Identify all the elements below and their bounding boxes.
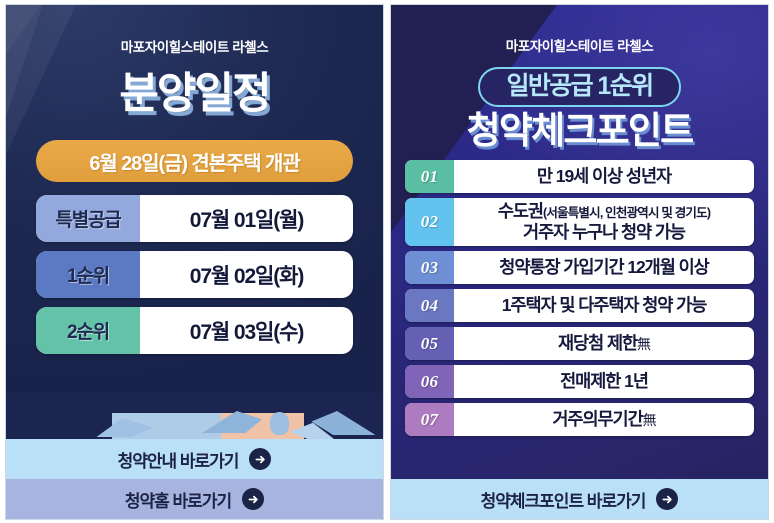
- list-item: 01 만 19세 이상 성년자: [405, 160, 754, 193]
- schedule-date-value: 07월 03일(수): [189, 320, 305, 344]
- arrow-right-circle-icon: [656, 488, 679, 510]
- decorative-illustration: [6, 393, 383, 439]
- list-item: 02 수도권 (서울특별시, 인천광역시 및 경기도) 거주자 누구나 청약 가능: [405, 198, 754, 246]
- arrow-right-circle-icon: [242, 488, 265, 510]
- checkpoint-panel-body: 마포자이힐스테이트 라첼스 일반공급 1순위 청약체크포인트 01 만 19세 …: [391, 5, 768, 479]
- item-text-main: 거주의무기간: [552, 409, 643, 430]
- item-number: 03: [405, 251, 454, 284]
- page-title: 청약체크포인트: [466, 110, 694, 151]
- link-button-checkpoint[interactable]: 청약체크포인트 바로가기: [391, 479, 768, 519]
- schedule-type-label: 1순위: [36, 251, 140, 298]
- item-number: 02: [405, 198, 454, 246]
- item-text: 재당첨 제한 無: [454, 327, 754, 360]
- item-number: 07: [405, 403, 454, 436]
- link-button-cheongyakhome[interactable]: 청약홈 바로가기: [6, 479, 383, 519]
- item-number: 04: [405, 289, 454, 322]
- item-text-note: (서울특별시, 인천광역시 및 경기도): [542, 206, 711, 221]
- item-text-main: 수도권: [497, 201, 544, 222]
- schedule-panel: 마포자이힐스테이트 라첼스 분양일정 6월 28일(금) 견본주택 개관 특별공…: [5, 4, 384, 520]
- link-label: 청약홈 바로가기: [124, 491, 232, 511]
- schedule-date-value: 07월 01일(월): [189, 208, 305, 232]
- item-text: 거주의무기간 無: [454, 403, 754, 436]
- item-number: 05: [405, 327, 454, 360]
- item-text: 청약통장 가입기간 12개월 이상: [499, 257, 709, 278]
- schedule-list: 특별공급 07월 01일(월) 1순위 07월 02일(화) 2순위 07월 0…: [36, 195, 353, 354]
- checklist: 01 만 19세 이상 성년자 02 수도권 (서울특별시, 인천광역시 및 경기…: [405, 160, 754, 436]
- brand-name: 마포자이힐스테이트 라첼스: [505, 39, 654, 54]
- table-row: 2순위 07월 03일(수): [36, 307, 353, 354]
- item-number: 06: [405, 365, 454, 398]
- item-text-main: 재당첨 제한: [557, 333, 638, 354]
- table-row: 특별공급 07월 01일(월): [36, 195, 353, 242]
- schedule-type-label: 특별공급: [36, 195, 140, 242]
- item-text: 수도권 (서울특별시, 인천광역시 및 경기도) 거주자 누구나 청약 가능: [454, 198, 754, 246]
- table-row: 1순위 07월 02일(화): [36, 251, 353, 298]
- item-number: 01: [405, 160, 454, 193]
- item-text-suffix: 無: [642, 412, 657, 429]
- item-text: 전매제한 1년: [560, 371, 649, 392]
- item-text: 1주택자 및 다주택자 청약 가능: [501, 295, 708, 316]
- checkpoint-panel: 마포자이힐스테이트 라첼스 일반공급 1순위 청약체크포인트 01 만 19세 …: [390, 4, 769, 520]
- link-label: 청약안내 바로가기: [117, 451, 240, 471]
- arrow-right-circle-icon: [249, 448, 272, 470]
- schedule-panel-body: 마포자이힐스테이트 라첼스 분양일정 6월 28일(금) 견본주택 개관 특별공…: [6, 5, 383, 439]
- link-label: 청약체크포인트 바로가기: [480, 491, 647, 511]
- link-button-application-guide[interactable]: 청약안내 바로가기: [6, 439, 383, 479]
- item-text: 만 19세 이상 성년자: [536, 166, 672, 187]
- schedule-type-label: 2순위: [36, 307, 140, 354]
- list-item: 06 전매제한 1년: [405, 365, 754, 398]
- list-item: 07 거주의무기간 無: [405, 403, 754, 436]
- schedule-date-value: 07월 02일(화): [189, 264, 305, 288]
- list-item: 05 재당첨 제한 無: [405, 327, 754, 360]
- brand-name: 마포자이힐스테이트 라첼스: [120, 40, 269, 55]
- list-item: 04 1주택자 및 다주택자 청약 가능: [405, 289, 754, 322]
- item-text-second-line: 거주자 누구나 청약 가능: [523, 222, 686, 242]
- model-house-banner: 6월 28일(금) 견본주택 개관: [36, 140, 353, 182]
- page-title: 분양일정: [119, 70, 271, 118]
- item-text-suffix: 無: [637, 336, 651, 353]
- list-item: 03 청약통장 가입기간 12개월 이상: [405, 251, 754, 284]
- supply-type-badge: 일반공급 1순위: [478, 67, 681, 107]
